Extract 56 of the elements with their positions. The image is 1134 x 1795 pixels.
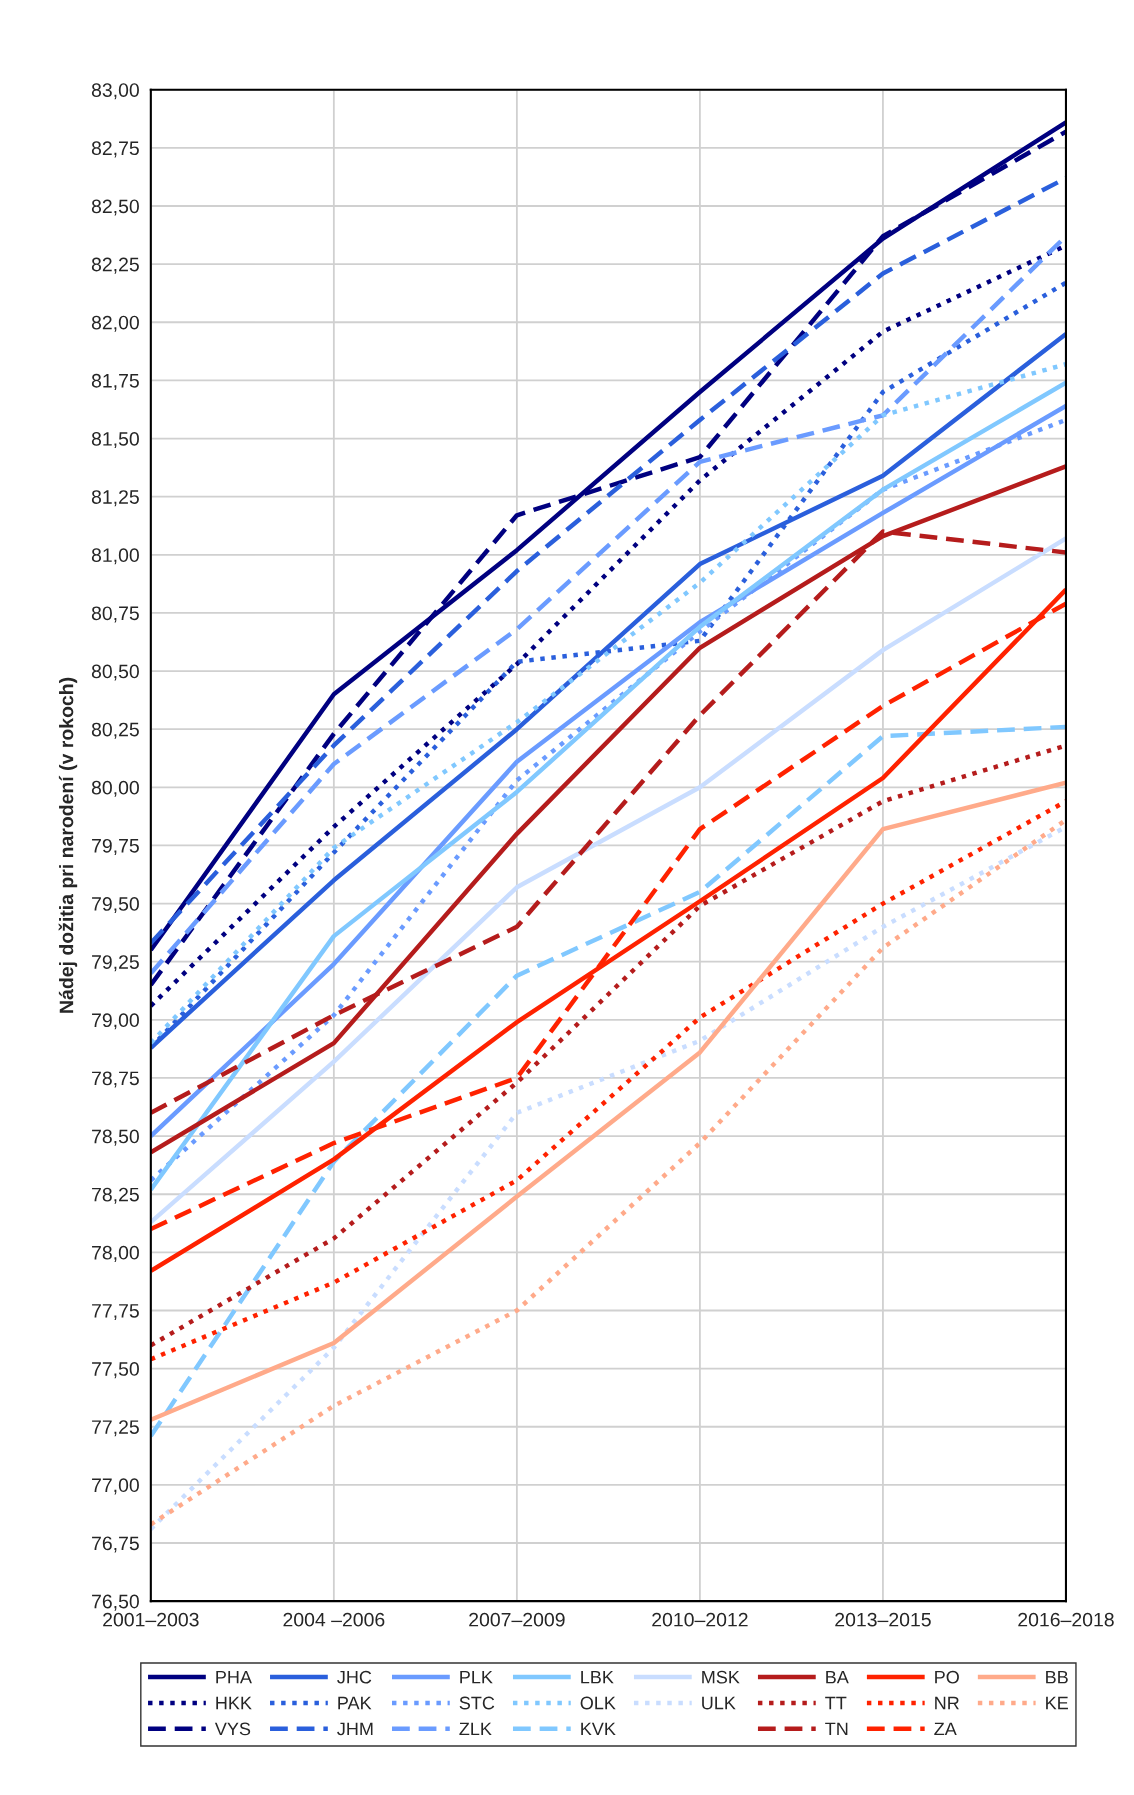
x-tick-label: 2013–2015: [835, 1612, 931, 1627]
y-tick-label: 82,25: [91, 257, 139, 274]
x-tick-label: 2001–2003: [103, 1612, 199, 1627]
y-tick-label: 79,75: [92, 838, 139, 855]
y-tick-label: 77,00: [92, 1478, 139, 1495]
legend-label: NR: [935, 1696, 959, 1710]
y-axis-title: Nádej dožitia pri narodení (v rokoch): [58, 677, 78, 1013]
y-tick-label: 82,00: [91, 315, 139, 332]
legend-label: BA: [826, 1670, 849, 1684]
legend-label: PLK: [460, 1670, 493, 1684]
legend-label: JHC: [337, 1670, 372, 1684]
y-tick-label: 81,00: [91, 548, 139, 565]
y-tick-label: 81,50: [91, 432, 139, 449]
legend-label: ZA: [934, 1722, 957, 1736]
x-tick-label: 2004 –2006: [283, 1612, 385, 1627]
y-tick-label: 79,50: [92, 897, 139, 914]
y-tick-label: 80,50: [91, 664, 139, 681]
legend-label: KVK: [581, 1722, 616, 1736]
legend-label: TT: [825, 1696, 847, 1710]
legend-label: STC: [459, 1696, 495, 1710]
legend-label: PO: [935, 1670, 959, 1684]
legend-label: HKK: [216, 1696, 252, 1710]
legend-label: LBK: [581, 1670, 614, 1684]
legend-label: PAK: [338, 1696, 372, 1710]
y-tick-label: 81,25: [91, 490, 139, 507]
y-tick-label: 77,75: [92, 1304, 139, 1321]
y-tick-label: 76,50: [92, 1594, 139, 1611]
legend-label: PHA: [216, 1670, 252, 1684]
y-tick-label: 79,25: [92, 955, 139, 972]
legend-label: KE: [1046, 1696, 1068, 1710]
legend-label: ZLK: [459, 1722, 492, 1736]
legend-label: VYS: [214, 1722, 251, 1736]
legend-label: ULK: [702, 1696, 736, 1710]
y-tick-label: 78,00: [92, 1245, 139, 1262]
x-tick-label: 2007–2009: [469, 1612, 565, 1627]
y-tick-label: 80,25: [91, 722, 139, 739]
y-tick-label: 80,00: [91, 780, 139, 797]
y-tick-label: 82,50: [91, 199, 139, 216]
y-tick-label: 78,75: [92, 1071, 139, 1088]
legend-label: OLK: [580, 1696, 616, 1710]
y-tick-label: 78,50: [92, 1129, 139, 1146]
y-tick-label: 80,75: [91, 606, 139, 623]
y-tick-label: 81,75: [91, 373, 139, 390]
y-tick-label: 77,50: [92, 1362, 139, 1379]
legend-label: BB: [1046, 1670, 1068, 1684]
legend-label: JHM: [337, 1722, 373, 1736]
y-tick-label: 82,75: [91, 141, 139, 158]
y-tick-label: 79,00: [92, 1013, 139, 1030]
x-tick-label: 2016–2018: [1018, 1612, 1114, 1627]
y-tick-label: 76,75: [92, 1536, 139, 1553]
legend-label: MSK: [702, 1670, 740, 1684]
legend-label: TN: [825, 1722, 848, 1736]
y-tick-label: 78,25: [92, 1187, 139, 1204]
y-tick-label: 83,00: [91, 83, 139, 100]
y-tick-label: 77,25: [92, 1420, 139, 1437]
x-tick-label: 2010–2012: [652, 1612, 748, 1627]
